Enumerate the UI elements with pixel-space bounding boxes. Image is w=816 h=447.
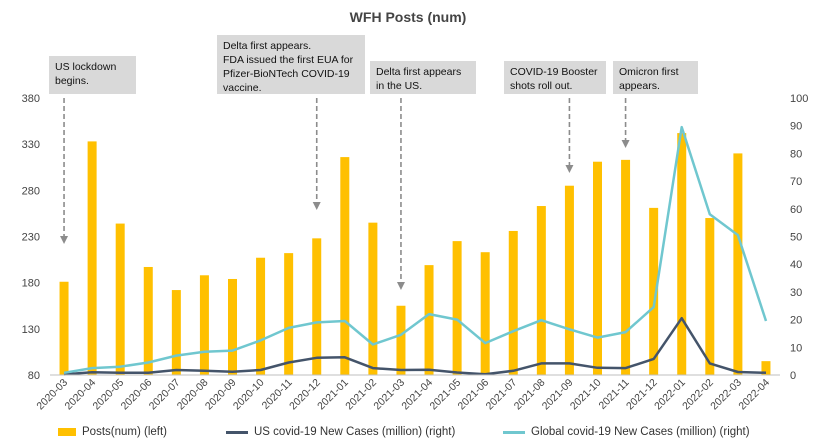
bar-posts bbox=[87, 141, 97, 375]
legend-label-global-cases: Global covid-19 New Cases (million) (rig… bbox=[531, 426, 750, 438]
right-tick-label: 70 bbox=[790, 176, 802, 188]
left-tick-label: 130 bbox=[22, 324, 40, 336]
bar-posts bbox=[677, 133, 687, 375]
chart-title: WFH Posts (num) bbox=[350, 9, 467, 25]
annotation-arrowhead bbox=[396, 282, 405, 290]
x-tick-label: 2020-10 bbox=[231, 377, 267, 413]
right-axis: 0 10 20 30 40 50 60 70 80 90 100 bbox=[790, 93, 808, 382]
right-tick-label: 60 bbox=[790, 204, 802, 216]
left-axis: 80 130 180 230 280 330 380 bbox=[22, 93, 40, 382]
covid-lines bbox=[63, 125, 768, 376]
left-tick-label: 180 bbox=[22, 278, 40, 290]
bar-posts bbox=[705, 218, 715, 375]
bar-posts bbox=[340, 157, 350, 375]
x-tick-label: 2022-04 bbox=[736, 377, 772, 413]
x-axis: 2020-032020-042020-052020-062020-072020-… bbox=[34, 374, 780, 413]
bar-posts bbox=[452, 241, 462, 375]
bar-posts bbox=[564, 185, 574, 375]
bar-posts bbox=[761, 361, 771, 375]
right-tick-label: 0 bbox=[790, 370, 796, 382]
bar-posts bbox=[536, 206, 546, 375]
bar-posts bbox=[171, 290, 181, 375]
bar-posts bbox=[228, 278, 237, 375]
annotation-box: US lockdown begins. bbox=[49, 56, 136, 94]
bar-posts bbox=[508, 230, 518, 375]
legend-item-posts: Posts(num) (left) bbox=[58, 425, 167, 439]
line-global-cases bbox=[63, 125, 768, 375]
bar-posts bbox=[59, 281, 69, 375]
right-tick-label: 10 bbox=[790, 342, 802, 354]
annotation-arrows bbox=[60, 98, 630, 290]
legend-item-us-cases: US covid-19 New Cases (million) (right) bbox=[226, 425, 455, 439]
bar-posts bbox=[733, 153, 743, 375]
annotation-arrowhead bbox=[312, 202, 321, 210]
right-tick-label: 20 bbox=[790, 315, 802, 327]
line-us-cases bbox=[63, 316, 767, 376]
annotation-box: Omicron first appears. bbox=[613, 61, 698, 94]
bar-posts bbox=[424, 265, 434, 375]
bar-posts bbox=[593, 161, 602, 375]
bar-posts bbox=[115, 223, 125, 375]
right-tick-label: 40 bbox=[790, 259, 802, 271]
bar-posts bbox=[256, 257, 266, 375]
left-tick-label: 230 bbox=[22, 232, 40, 244]
annotation-arrowhead bbox=[621, 140, 630, 148]
bar-posts bbox=[284, 253, 294, 375]
legend-label-posts: Posts(num) (left) bbox=[82, 426, 167, 438]
right-tick-label: 30 bbox=[790, 287, 802, 299]
left-tick-label: 330 bbox=[22, 139, 40, 151]
annotation-box: Delta first appears in the US. bbox=[370, 61, 476, 94]
right-tick-label: 90 bbox=[790, 121, 802, 133]
legend-swatch-global-cases bbox=[503, 430, 525, 434]
x-tick-label: 2021-10 bbox=[568, 377, 604, 413]
right-tick-label: 80 bbox=[790, 148, 802, 160]
bar-posts bbox=[312, 238, 322, 375]
legend-swatch-us-cases bbox=[226, 430, 248, 434]
annotation-box: COVID-19 Booster shots roll out. bbox=[504, 61, 606, 94]
bar-posts bbox=[368, 222, 378, 375]
right-tick-label: 100 bbox=[790, 93, 808, 105]
left-tick-label: 80 bbox=[28, 370, 40, 382]
bar-posts bbox=[480, 252, 490, 375]
legend-swatch-posts bbox=[58, 428, 76, 436]
right-tick-label: 50 bbox=[790, 232, 802, 244]
annotation-box: Delta first appears. FDA issued the firs… bbox=[217, 35, 365, 94]
left-tick-label: 380 bbox=[22, 93, 40, 105]
annotation-arrowhead bbox=[565, 165, 574, 173]
bar-posts bbox=[199, 275, 209, 375]
bar-posts bbox=[621, 159, 631, 375]
posts-bars bbox=[59, 133, 771, 375]
legend-item-global-cases: Global covid-19 New Cases (million) (rig… bbox=[503, 425, 750, 439]
annotation-arrowhead bbox=[60, 236, 69, 244]
bar-posts bbox=[649, 207, 659, 375]
left-tick-label: 280 bbox=[22, 185, 40, 197]
bar-posts bbox=[396, 305, 406, 375]
legend-label-us-cases: US covid-19 New Cases (million) (right) bbox=[254, 426, 456, 438]
bar-posts bbox=[143, 266, 153, 375]
